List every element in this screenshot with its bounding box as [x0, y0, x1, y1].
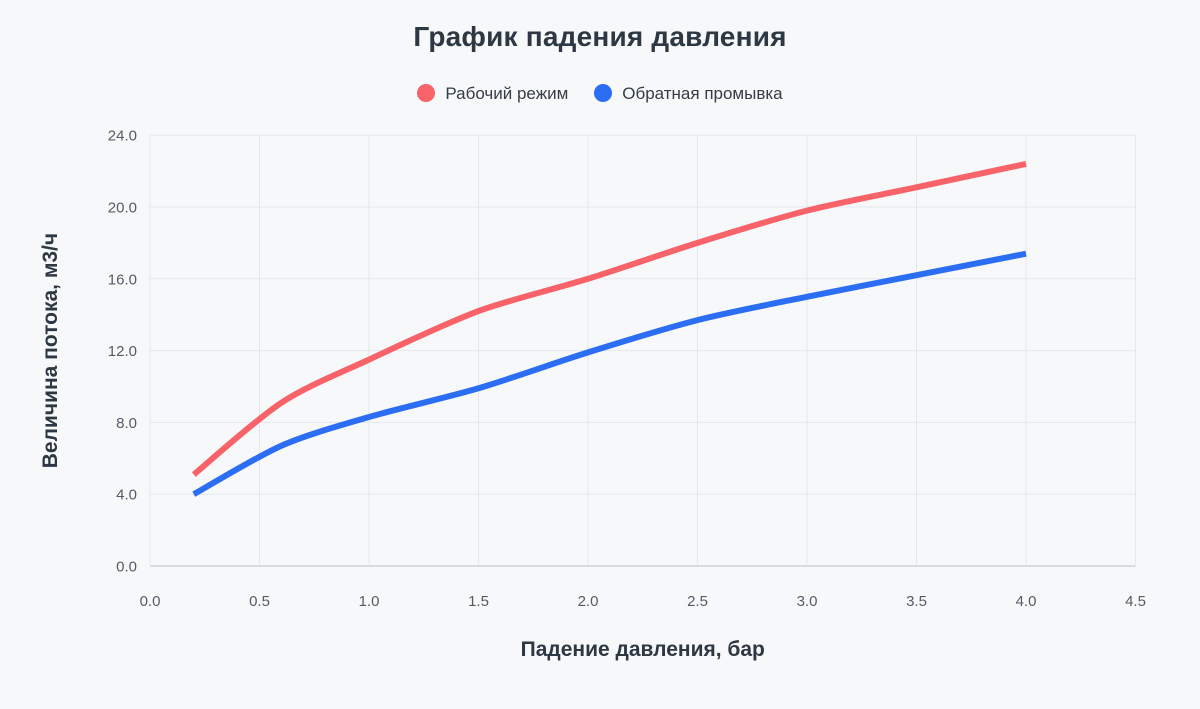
x-tick-label: 1.0	[359, 593, 380, 610]
series-line-backwash	[192, 250, 1027, 497]
legend-label-backwash: Обратная промывка	[622, 83, 783, 103]
tick-labels: 0.0 4.0 8.0 12.0 16.0 20.0 24.0 0.0 0.5 1.0 1.5 2.0…	[108, 128, 1146, 610]
x-tick-label: 3.0	[797, 593, 818, 610]
chart-legend: Рабочий режим Обратная промывка	[0, 84, 1200, 102]
x-tick-label: 0.5	[249, 593, 270, 610]
chart-title: График падения давления	[413, 21, 787, 52]
x-tick-label: 2.5	[687, 593, 708, 610]
x-axis-title: Падение давления, бар	[521, 638, 765, 661]
x-tick-label: 3.5	[906, 593, 927, 610]
x-tick-label: 1.5	[468, 593, 489, 610]
x-tick-label: 2.0	[578, 593, 599, 610]
y-tick-label: 20.0	[108, 200, 137, 217]
y-tick-label: 24.0	[108, 128, 137, 145]
legend-item-backwash[interactable]: Обратная промывка	[594, 83, 783, 103]
x-tick-label: 4.5	[1125, 593, 1146, 610]
legend-marker-working-mode-icon	[417, 84, 436, 102]
y-axis-title: Величина потока, м3/ч	[39, 233, 62, 468]
y-tick-label: 8.0	[116, 415, 137, 432]
series-line-working-mode	[191, 160, 1027, 477]
x-tick-label: 0.0	[140, 593, 161, 610]
x-tick-label: 4.0	[1016, 593, 1037, 610]
y-tick-label: 12.0	[108, 343, 137, 360]
legend-label-working-mode: Рабочий режим	[445, 83, 569, 103]
gridlines	[149, 134, 1136, 567]
legend-item-working-mode[interactable]: Рабочий режим	[417, 84, 568, 102]
y-tick-label: 4.0	[116, 487, 137, 504]
y-tick-label: 0.0	[116, 559, 137, 576]
legend-marker-backwash-icon	[594, 84, 613, 102]
y-tick-label: 16.0	[108, 271, 137, 288]
